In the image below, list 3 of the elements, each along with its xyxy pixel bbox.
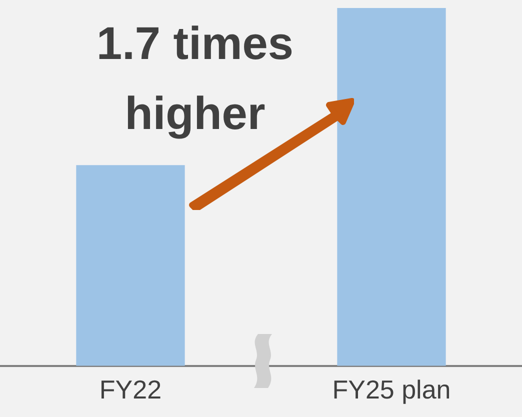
- x-tick-label: FY25 plan: [332, 374, 451, 405]
- x-tick-label: FY22: [99, 374, 162, 405]
- annotation: 1.7 times higher: [96, 16, 294, 141]
